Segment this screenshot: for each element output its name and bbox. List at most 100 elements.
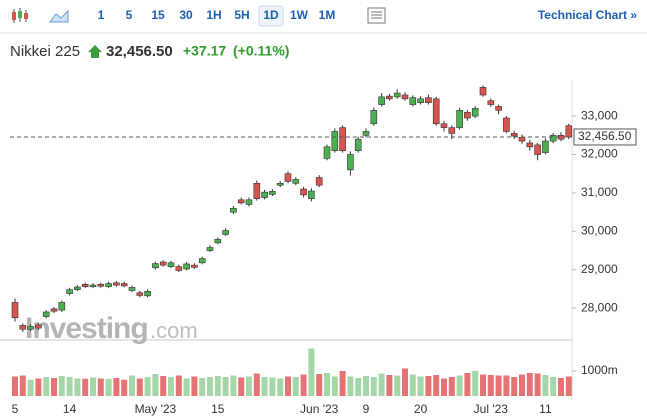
timeframe-button[interactable]: 30 bbox=[179, 8, 193, 22]
volume-bar bbox=[542, 375, 549, 396]
volume-bar bbox=[207, 377, 213, 396]
candle-body bbox=[27, 326, 34, 330]
timeframe-button[interactable]: 1W bbox=[290, 8, 309, 22]
volume-bar bbox=[386, 375, 393, 396]
volume-bar bbox=[355, 378, 362, 396]
timeframe-button[interactable]: 1 bbox=[98, 8, 105, 22]
candle-body bbox=[393, 92, 401, 98]
volume-bar bbox=[277, 378, 284, 396]
volume-bar bbox=[425, 376, 432, 396]
candle-body bbox=[432, 98, 440, 125]
volume-tick-label: 1000m bbox=[581, 363, 618, 377]
candle-body bbox=[113, 282, 120, 286]
candle-body bbox=[471, 108, 479, 117]
volume-bar bbox=[90, 377, 96, 396]
candle-body bbox=[565, 125, 573, 138]
timeframe-button[interactable]: 5H bbox=[234, 8, 249, 22]
candle-body bbox=[518, 136, 526, 142]
volume-bar bbox=[285, 376, 291, 396]
volume-bar bbox=[550, 377, 557, 396]
volume-bar bbox=[394, 375, 401, 396]
y-tick-label: 33,000 bbox=[581, 108, 618, 122]
volume-bar bbox=[519, 374, 525, 396]
candle-body bbox=[214, 239, 222, 244]
y-tick-label: 30,000 bbox=[581, 223, 618, 237]
volume-bar bbox=[324, 373, 330, 396]
instrument-name: Nikkei 225 bbox=[10, 43, 80, 60]
candle-body bbox=[425, 97, 432, 103]
volume-bar bbox=[433, 375, 440, 396]
candle-body bbox=[292, 179, 300, 184]
candle-body bbox=[81, 284, 89, 287]
y-tick-label: 29,000 bbox=[581, 262, 618, 276]
candle-body bbox=[276, 183, 284, 186]
candle-body bbox=[495, 106, 502, 111]
volume-bar bbox=[74, 378, 81, 396]
timeframe-button[interactable]: 1D bbox=[263, 8, 279, 22]
volume-bar bbox=[144, 377, 151, 396]
volume-bar bbox=[97, 378, 104, 396]
volume-bar bbox=[495, 375, 502, 396]
candle-body bbox=[370, 110, 378, 125]
candle-body bbox=[331, 131, 339, 151]
candle-body bbox=[42, 311, 50, 317]
candle-body bbox=[464, 111, 471, 119]
candle-body bbox=[19, 325, 27, 330]
candle-body bbox=[230, 207, 237, 213]
candle-body bbox=[549, 135, 557, 142]
volume-bar bbox=[347, 376, 354, 396]
x-tick-label: 5 bbox=[12, 402, 19, 416]
volume-bar bbox=[339, 371, 346, 396]
volume-bar bbox=[269, 377, 276, 396]
candle-body bbox=[269, 191, 276, 195]
candle-body bbox=[191, 264, 198, 268]
timeframe-button[interactable]: 15 bbox=[151, 8, 165, 22]
change-percent: (+0.11%) bbox=[233, 43, 289, 59]
volume-bar bbox=[121, 379, 128, 396]
candle-body bbox=[401, 94, 409, 100]
volume-bar bbox=[331, 376, 338, 396]
volume-bar bbox=[480, 374, 486, 396]
volume-bar bbox=[43, 377, 50, 396]
volume-bar bbox=[464, 373, 471, 396]
candle-body bbox=[35, 324, 42, 329]
volume-bar bbox=[51, 378, 57, 396]
area-icon[interactable] bbox=[49, 9, 69, 23]
volume-bar bbox=[230, 375, 237, 396]
candle-body bbox=[354, 138, 362, 151]
candle-body bbox=[105, 283, 112, 287]
volume-bar bbox=[175, 375, 182, 396]
candle-body bbox=[74, 286, 81, 290]
x-tick-label: 14 bbox=[63, 402, 77, 416]
timeframe-button[interactable]: 1H bbox=[206, 8, 221, 22]
candle-body bbox=[261, 191, 268, 198]
volume-bar bbox=[472, 371, 479, 396]
volume-bar bbox=[378, 373, 385, 396]
candle-body bbox=[152, 263, 159, 269]
candle-body bbox=[11, 302, 19, 319]
volume-bar bbox=[191, 376, 198, 396]
candle-body bbox=[58, 302, 66, 311]
x-tick-label: 11 bbox=[539, 402, 552, 416]
candle-body bbox=[409, 97, 417, 105]
timeframe-button[interactable]: 1M bbox=[319, 8, 336, 22]
candle-body bbox=[417, 98, 424, 103]
candle-body bbox=[347, 154, 354, 171]
last-price-label: 32,456.50 bbox=[578, 129, 632, 143]
volume-bar bbox=[214, 376, 221, 396]
candle-body bbox=[284, 173, 292, 182]
volume-bar bbox=[222, 377, 229, 396]
candle-body bbox=[175, 266, 183, 271]
candle-body bbox=[386, 95, 393, 100]
volume-bar bbox=[503, 375, 510, 396]
candle-icon[interactable] bbox=[12, 8, 28, 23]
technical-chart-link[interactable]: Technical Chart » bbox=[538, 8, 637, 22]
candle-body bbox=[253, 183, 261, 199]
volume-bar bbox=[160, 376, 167, 396]
table-icon[interactable] bbox=[367, 7, 386, 24]
x-tick-label: Jun '23 bbox=[300, 402, 339, 416]
candle-body bbox=[159, 261, 167, 266]
volume-bar bbox=[35, 378, 42, 396]
volume-bar bbox=[370, 377, 377, 396]
timeframe-button[interactable]: 5 bbox=[126, 8, 133, 22]
